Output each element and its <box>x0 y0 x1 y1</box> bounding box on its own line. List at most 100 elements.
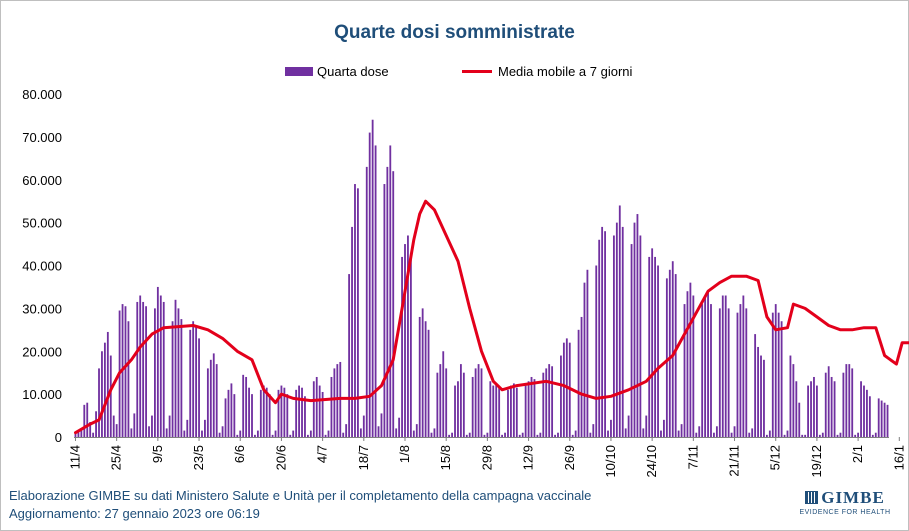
bar <box>180 319 183 437</box>
bar <box>436 372 439 437</box>
bar <box>336 364 339 437</box>
bar <box>498 387 501 437</box>
bar <box>283 387 286 437</box>
legend-bar-swatch <box>285 67 313 76</box>
x-tick-label: 1/8 <box>397 445 412 463</box>
bar <box>639 235 642 437</box>
bar <box>648 256 651 437</box>
bar <box>383 184 386 437</box>
bar <box>674 274 677 437</box>
bar <box>760 355 762 437</box>
legend-item-line: Media mobile a 7 giorni <box>462 64 632 79</box>
bar <box>689 282 692 437</box>
bar <box>215 364 218 437</box>
bar <box>718 308 721 437</box>
bar <box>427 329 430 437</box>
bar <box>286 394 289 437</box>
bar <box>474 368 477 437</box>
bar <box>239 430 242 437</box>
bar <box>827 366 830 437</box>
x-tick-label: 18/7 <box>356 445 371 470</box>
x-tick-label: 5/12 <box>768 445 783 470</box>
bar <box>221 426 224 437</box>
y-tick-label: 70.000 <box>22 130 62 145</box>
bar <box>533 379 536 437</box>
legend-item-bars: Quarta dose <box>285 64 389 79</box>
bar <box>368 132 371 437</box>
bar <box>439 364 442 437</box>
bar <box>839 432 842 437</box>
bar <box>153 308 156 437</box>
logo-tagline: EVIDENCE FOR HEALTH <box>799 509 891 516</box>
bar <box>74 432 77 437</box>
y-tick-label: 40.000 <box>22 259 62 274</box>
y-tick-label: 0 <box>55 430 62 445</box>
bar <box>562 342 565 437</box>
bar <box>204 419 206 437</box>
bar <box>771 312 774 437</box>
bar <box>589 432 592 437</box>
bar <box>860 381 862 437</box>
bar <box>195 325 198 437</box>
bar <box>271 434 274 437</box>
bar <box>783 434 786 437</box>
bar <box>324 434 327 437</box>
bar <box>130 428 133 437</box>
bar <box>280 385 283 437</box>
bar <box>377 426 380 437</box>
bar <box>151 415 153 437</box>
bar <box>112 415 115 437</box>
bar <box>351 226 353 437</box>
bar <box>127 321 130 437</box>
bar <box>510 385 512 437</box>
bar <box>736 312 739 437</box>
bar <box>686 291 689 437</box>
bar <box>727 308 730 437</box>
bar <box>306 434 309 437</box>
bar <box>586 269 589 437</box>
bar <box>412 430 415 437</box>
bar <box>704 295 707 437</box>
bar <box>468 432 471 437</box>
bar <box>109 355 112 437</box>
bar <box>580 316 583 437</box>
bar <box>836 434 839 437</box>
bar <box>657 265 659 437</box>
bar <box>695 432 698 437</box>
bar <box>477 364 480 437</box>
bar <box>165 428 168 437</box>
chart-legend: Quarta dose Media mobile a 7 giorni <box>0 64 909 84</box>
bar <box>804 434 807 437</box>
bar <box>792 364 795 437</box>
bar <box>142 301 145 437</box>
bar <box>886 404 889 437</box>
bar <box>807 385 810 437</box>
bar <box>162 301 165 437</box>
bar <box>530 376 533 437</box>
bar <box>851 368 854 437</box>
bar <box>577 329 580 437</box>
bar <box>106 331 109 437</box>
bar <box>501 434 504 437</box>
bar <box>459 364 462 437</box>
bar <box>612 235 615 437</box>
bar <box>733 426 736 437</box>
bar <box>89 421 92 437</box>
x-tick-label: 26/9 <box>562 445 577 470</box>
bar <box>618 205 621 437</box>
bar <box>233 394 236 437</box>
bar <box>571 434 574 437</box>
bar <box>298 385 300 437</box>
bar <box>810 381 812 437</box>
bar <box>883 402 886 437</box>
bar <box>392 171 395 438</box>
bar <box>77 430 80 437</box>
x-tick-label: 11/4 <box>67 445 82 469</box>
bar <box>245 376 248 437</box>
bar <box>415 424 418 437</box>
bar <box>545 368 548 437</box>
bar <box>504 432 506 437</box>
bar <box>409 256 412 437</box>
x-tick-label: 21/11 <box>727 445 742 477</box>
bar <box>665 278 668 437</box>
